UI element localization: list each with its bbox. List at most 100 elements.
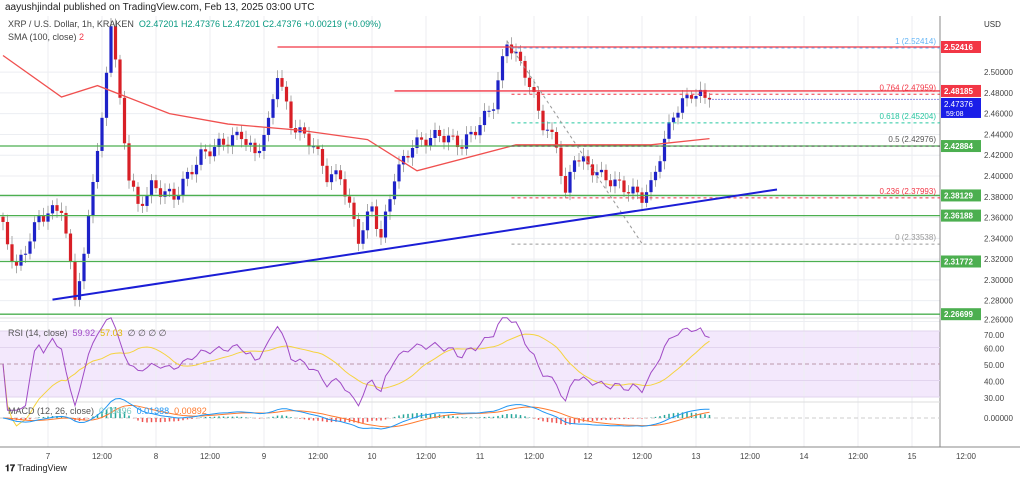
rsi-legend[interactable]: RSI (14, close) 59.92 57.03 ∅ ∅ ∅ ∅	[8, 328, 167, 339]
macd-signal-line	[2, 404, 710, 428]
candle-up	[176, 194, 181, 200]
symbol-legend: XRP / U.S. Dollar, 1h, KRAKEN O2.47201 H…	[8, 19, 381, 29]
candle-up	[653, 171, 658, 181]
y-tick-label: 2.46000	[984, 110, 1013, 119]
candle-up	[82, 253, 86, 282]
rsi-ma-value: 57.03	[100, 328, 123, 338]
candle-down	[343, 179, 347, 197]
candle-up	[100, 117, 104, 151]
rsi-line	[2, 317, 710, 411]
level-tag-label: 2.38129	[944, 191, 973, 200]
candle-up	[397, 164, 401, 182]
level-tag	[941, 140, 981, 153]
macd-signal-value: 0.00892	[174, 406, 207, 416]
level-tag-label: 2.42884	[944, 142, 973, 151]
x-tick-label: 7	[46, 452, 51, 461]
candle-down	[442, 135, 446, 143]
candle-up	[505, 44, 509, 57]
rsi-label: RSI (14, close)	[8, 328, 68, 338]
candle-up	[649, 180, 653, 193]
candle-up	[145, 195, 149, 206]
fib-diagonal	[506, 40, 643, 244]
candle-up	[676, 112, 680, 118]
macd-label: MACD (12, 26, close)	[8, 406, 95, 416]
level-tag-label: 2.26699	[944, 310, 973, 319]
y-tick-label: 2.40000	[984, 172, 1013, 181]
candle-down	[5, 221, 10, 245]
candle-down	[64, 212, 68, 234]
candle-down	[523, 60, 527, 78]
y-tick-label: 2.50000	[984, 68, 1013, 77]
candle-down	[473, 131, 478, 136]
fib-level-label: 0.5 (2.42976)	[888, 135, 936, 144]
symbol-name[interactable]: XRP / U.S. Dollar, 1h, KRAKEN	[8, 19, 134, 29]
y-tick-label: 2.48000	[984, 89, 1013, 98]
candle-up	[199, 149, 203, 165]
candle-down	[640, 192, 644, 203]
x-tick-label: 9	[262, 452, 267, 461]
candle-down	[455, 135, 460, 148]
candle-down	[221, 138, 226, 145]
candle-up	[32, 222, 37, 242]
candle-up	[46, 213, 50, 222]
fib-level-label: 0.618 (2.45204)	[880, 112, 937, 121]
candle-up	[23, 253, 28, 255]
candle-down	[118, 59, 122, 98]
candle-down	[122, 97, 127, 144]
candle-down	[626, 192, 631, 194]
candle-down	[55, 205, 59, 211]
macd-legend[interactable]: MACD (12, 26, close) 0.00496 0.01388 0.0…	[8, 406, 207, 416]
candle-up	[217, 138, 221, 148]
x-tick-label: 8	[154, 452, 159, 461]
candle-down	[68, 233, 73, 262]
x-tick-label: 12:00	[524, 452, 545, 461]
x-tick-label: 15	[908, 452, 917, 461]
candle-up	[77, 281, 82, 300]
y-tick-label: 2.28000	[984, 297, 1013, 306]
candle-up	[392, 181, 397, 200]
candle-down	[563, 175, 568, 193]
tradingview-logo: 𝟏𝟕 TradingView	[5, 463, 67, 473]
candle-up	[212, 147, 217, 157]
candle-up	[271, 99, 275, 118]
rsi-tick-label: 50.00	[984, 361, 1005, 370]
candle-up	[698, 89, 703, 97]
candle-down	[131, 180, 136, 187]
candle-down	[140, 203, 145, 206]
macd-value: 0.01388	[136, 406, 170, 416]
level-tag-label: 2.48185	[944, 87, 973, 96]
candle-down	[554, 132, 559, 148]
candle-up	[415, 137, 419, 148]
candle-down	[406, 155, 410, 158]
y-tick-label: 2.26000	[984, 315, 1013, 324]
x-tick-label: 12	[584, 452, 593, 461]
candle-down	[113, 26, 118, 60]
candle-down	[208, 151, 212, 157]
candle-down	[451, 135, 455, 137]
sma-legend[interactable]: SMA (100, close) 2	[8, 32, 84, 42]
rsi-extras: ∅ ∅ ∅ ∅	[127, 328, 167, 338]
candle-up	[37, 215, 41, 223]
candle-up	[334, 170, 338, 175]
publish-info: aayushjindal published on TradingView.co…	[5, 2, 315, 13]
candle-up	[257, 150, 262, 154]
candle-down	[244, 139, 248, 145]
candle-up	[167, 188, 172, 192]
ohlc-values: O2.47201 H2.47376 L2.47201 C2.47376 +0.0…	[138, 19, 382, 29]
candle-down	[509, 44, 514, 54]
macd-tick-label: 0.00000	[984, 414, 1013, 423]
candle-down	[203, 149, 208, 152]
candle-down	[635, 186, 640, 193]
candle-up	[667, 122, 671, 139]
candle-down	[347, 196, 352, 203]
candle-down	[536, 91, 541, 111]
candle-down	[289, 101, 293, 129]
macd-line	[2, 398, 710, 430]
candle-up	[383, 211, 388, 238]
candle-up	[86, 215, 91, 254]
candle-down	[73, 261, 77, 300]
candle-up	[275, 78, 280, 100]
x-tick-label: 14	[800, 452, 809, 461]
candle-down	[559, 147, 563, 176]
